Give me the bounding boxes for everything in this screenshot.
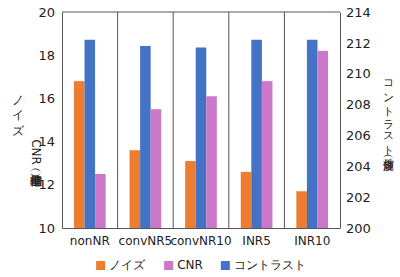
tick-label: 214 [346,5,371,20]
legend-swatch [96,261,105,270]
tick: convNR5 [119,228,173,248]
y-axis-title: ノイズ [11,87,25,136]
tick: 12 [38,177,62,192]
legend: ノイズ CNR コントラスト [96,258,306,272]
tick: INR10 [294,228,330,248]
tick: 212 [340,36,371,51]
bar [262,81,273,228]
bar [95,174,106,228]
bar [251,40,262,228]
tick: 18 [38,48,62,63]
tick: 214 [340,5,371,20]
tick: 20 [38,5,62,20]
tick: convNR10 [170,228,231,248]
legend-item: コントラスト [221,258,306,272]
bar [140,46,151,228]
bar [130,150,141,228]
tick-label: 200 [346,221,371,236]
bar [317,51,328,228]
bar [151,109,162,228]
legend-swatch [221,261,230,270]
axis-line [62,13,63,229]
tick-label: 20 [38,5,55,20]
tick-label: INR10 [294,234,330,248]
bar [85,40,96,228]
tick-label: nonNR [70,234,110,248]
category-separator [284,12,285,228]
category-separator [173,12,174,228]
bar [296,191,307,228]
bars [74,40,328,228]
category-separator [117,12,118,228]
bar [241,172,252,228]
bar [185,161,196,228]
tick: INR5 [242,228,271,248]
legend-label: コントラスト [234,258,306,272]
axis-line [63,228,341,229]
tick-label: 212 [346,36,371,51]
chart: 101214161820200202204206208210212214nonN… [0,0,400,277]
bar [74,81,85,228]
tick: 10 [38,221,62,236]
y2-axis: 200 202 204 206 208 210 212 214 [340,5,371,236]
tick-label: 204 [346,159,371,174]
legend-label: ノイズ [109,258,146,272]
tick: 208 [340,97,371,112]
tick: 200 [340,221,371,236]
category-separator [228,12,229,228]
tick: 210 [340,66,371,81]
legend-item: CNR [164,258,203,272]
y2-axis-title: コントラスト（輝度値） [382,73,395,172]
legend-swatch [164,261,173,270]
tick-label: 202 [346,190,371,205]
tick-label: 210 [346,66,371,81]
bar [206,96,217,228]
y-axis-title: CNR（標準偏差） [29,139,43,187]
bar [196,47,207,228]
tick: 206 [340,128,371,143]
tick-label: convNR10 [170,234,231,248]
tick: 16 [38,91,62,106]
legend-item: ノイズ [96,258,146,272]
tick-label: INR5 [242,234,271,248]
tick: nonNR [70,228,110,248]
legend-label: CNR [177,258,203,272]
axis-line [340,13,341,229]
tick-label: 16 [38,91,55,106]
tick: 204 [340,159,371,174]
tick-label: 18 [38,48,55,63]
tick-label: 208 [346,97,371,112]
tick-label: 206 [346,128,371,143]
bar [307,40,318,228]
tick-label: 10 [38,221,55,236]
frame [62,12,340,13]
tick-label: convNR5 [119,234,173,248]
x-axis: nonNR convNR5convNR10 INR5 INR10 [63,228,341,248]
tick: 202 [340,190,371,205]
tick-label: 12 [38,177,55,192]
y-axis: 101214161820 [38,5,62,236]
